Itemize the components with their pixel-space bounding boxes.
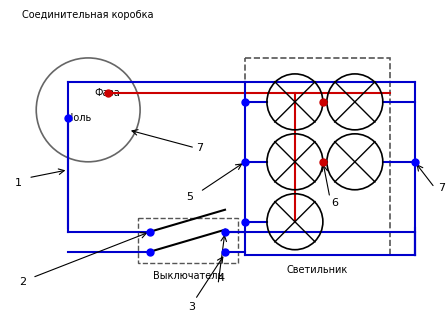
Text: 2: 2 (19, 277, 26, 287)
Text: 5: 5 (186, 192, 194, 202)
Text: 7: 7 (197, 143, 203, 153)
Text: Выключатель: Выключатель (153, 271, 223, 281)
Text: Светильник: Светильник (287, 265, 348, 275)
Text: 7: 7 (438, 183, 445, 193)
Text: 6: 6 (332, 198, 338, 208)
Text: 3: 3 (189, 302, 195, 312)
Text: 1: 1 (15, 178, 22, 188)
Text: Соединительная коробка: Соединительная коробка (22, 10, 154, 20)
Text: Фаза: Фаза (94, 88, 120, 98)
Text: 4: 4 (217, 273, 224, 283)
Text: Ноль: Ноль (65, 113, 91, 123)
